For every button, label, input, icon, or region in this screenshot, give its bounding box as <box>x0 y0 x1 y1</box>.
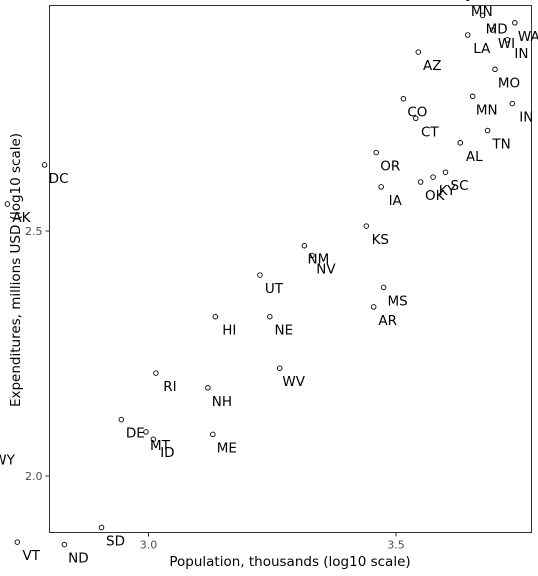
point-label-wy: WY <box>0 453 16 469</box>
point-label-nh: NH <box>212 394 232 410</box>
point-label-or: OR <box>380 159 400 175</box>
point-label-ri: RI <box>163 379 176 395</box>
point-nd <box>61 541 68 548</box>
x-tick-label: 3.0 <box>140 539 158 552</box>
point-la <box>465 32 471 38</box>
point-label-nv: NV <box>316 262 336 278</box>
point-sc <box>442 169 449 175</box>
point-label-ct: CT <box>421 124 439 140</box>
point-in <box>509 100 516 107</box>
point-ar <box>370 304 377 310</box>
point-label-me: ME <box>217 440 237 456</box>
point-md <box>479 12 486 19</box>
point-mo <box>492 66 498 73</box>
point-label-vt: VT <box>23 548 41 564</box>
point-label-wa: WA <box>518 29 538 45</box>
point-wi <box>489 27 496 33</box>
point-wv <box>276 365 283 371</box>
point-label-ak: AK <box>12 210 31 226</box>
point-label-wi: WI <box>498 36 515 52</box>
point-label-sc: SC <box>451 178 469 194</box>
point-label-wv: WV <box>282 374 305 390</box>
point-label-md: MD <box>486 21 508 37</box>
point-label-id: ID <box>160 445 174 461</box>
point-nm <box>301 242 308 249</box>
x-axis: 3.03.54.04.5 <box>140 532 405 552</box>
point-or <box>373 149 379 156</box>
y-tick-label: 2.0 <box>25 470 43 483</box>
point-ky <box>430 174 436 180</box>
point-label-ia: IA <box>389 193 403 209</box>
point-label-ma: MA <box>533 0 538 3</box>
point-label-mn: MN <box>471 4 493 20</box>
point-de <box>118 416 125 423</box>
point-me <box>210 431 216 438</box>
point-label-tn: TN <box>491 137 510 153</box>
point-mn <box>469 93 476 100</box>
point-label-hi: HI <box>222 323 236 339</box>
x-axis-title: Population, thousands (log10 scale) <box>169 554 410 570</box>
point-label-ar: AR <box>378 313 397 329</box>
point-az <box>415 49 422 55</box>
point-label-nm: NM <box>308 252 330 268</box>
point-ok <box>417 179 424 185</box>
x-tick-label: 3.5 <box>387 539 405 552</box>
point-ut <box>257 272 263 278</box>
point-ms <box>380 284 387 291</box>
point-label-mn: MN <box>476 102 498 118</box>
point-mn <box>465 0 470 1</box>
point-label-in: IN <box>514 46 528 62</box>
point-label-ms: MS <box>387 293 407 309</box>
data-marks <box>4 0 518 548</box>
point-co <box>400 95 407 102</box>
point-tn <box>484 127 491 134</box>
point-label-la: LA <box>473 41 491 57</box>
point-hi <box>212 313 219 320</box>
point-label-mt: MT <box>150 438 171 454</box>
point-ri <box>153 370 159 376</box>
point-label-sd: SD <box>106 534 125 550</box>
point-ct <box>413 115 419 122</box>
point-label-dc: DC <box>49 171 69 187</box>
point-in <box>504 37 511 43</box>
y-axis: 2.02.53.03.5 <box>25 225 50 483</box>
point-label-ne: NE <box>274 323 293 339</box>
point-mt <box>143 429 149 435</box>
point-al <box>457 140 464 146</box>
point-label-al: AL <box>466 149 483 165</box>
point-ne <box>267 313 273 320</box>
point-label-nd: ND <box>68 551 89 567</box>
point-label-ut: UT <box>265 281 284 297</box>
point-sd <box>98 524 105 531</box>
y-axis-title: Expenditures, millions USD (log10 scale) <box>8 133 24 407</box>
point-label-mo: MO <box>498 75 520 91</box>
point-nh <box>205 385 211 391</box>
point-label-az: AZ <box>423 58 441 74</box>
y-tick-label: 2.5 <box>25 225 43 238</box>
point-ia <box>378 184 384 190</box>
point-label-de: DE <box>126 426 145 442</box>
plot-panel <box>49 5 532 533</box>
point-id <box>150 436 157 442</box>
point-label-in: IN <box>519 110 533 126</box>
point-ks <box>363 223 370 229</box>
point-vt <box>14 539 21 545</box>
point-label-ks: KS <box>372 232 389 248</box>
point-ak <box>4 201 11 207</box>
point-label-ky: KY <box>439 183 456 199</box>
point-label-co: CO <box>407 105 427 121</box>
point-wa <box>512 20 518 26</box>
point-nv <box>309 252 315 259</box>
point-dc <box>41 162 48 168</box>
point-label-ok: OK <box>425 188 446 204</box>
